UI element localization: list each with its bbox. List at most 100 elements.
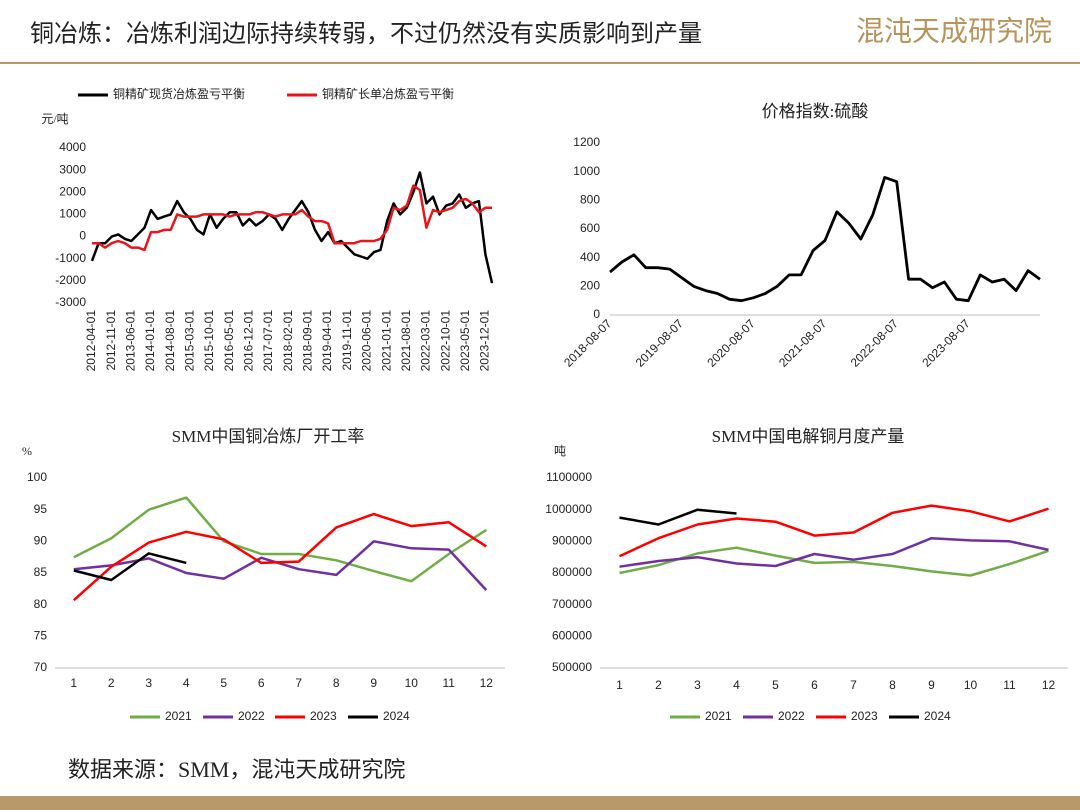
- data-line: [619, 508, 737, 526]
- chart-title: 价格指数:硫酸: [762, 102, 869, 121]
- legend-label: 2023: [310, 709, 337, 723]
- y-tick-label: 95: [34, 502, 48, 516]
- x-tick-label: 2021-08-07: [776, 316, 830, 370]
- y-axis-label: 元/吨: [41, 112, 68, 126]
- x-tick-label: 2: [655, 678, 662, 692]
- chart-title: SMM中国电解铜月度产量: [712, 427, 905, 446]
- x-tick-label: 5: [772, 678, 779, 692]
- x-tick-label: 7: [295, 676, 302, 690]
- x-tick-label: 2012-04-01: [84, 310, 98, 372]
- x-tick-label: 2020-08-07: [704, 316, 758, 370]
- x-tick-label: 2016-05-01: [222, 310, 236, 372]
- x-tick-label: 2020-06-01: [360, 310, 374, 372]
- x-tick-label: 2022-10-01: [438, 310, 452, 372]
- y-tick-label: 0: [593, 307, 600, 321]
- x-tick-label: 2022-08-07: [848, 316, 902, 370]
- x-tick-label: 2016-12-01: [242, 310, 256, 372]
- x-tick-label: 12: [480, 676, 494, 690]
- y-axis-label: 吨: [554, 444, 566, 458]
- y-tick-label: 80: [34, 597, 48, 611]
- legend-label: 铜精矿长单冶炼盈亏平衡: [322, 86, 454, 101]
- x-tick-label: 3: [145, 676, 152, 690]
- y-tick-label: 1200: [573, 135, 600, 149]
- x-tick-label: 2023-12-01: [478, 310, 492, 372]
- data-line: [72, 512, 487, 602]
- legend-label: 2024: [383, 709, 410, 723]
- y-tick-label: 500000: [552, 660, 592, 674]
- legend-label: 2021: [165, 709, 192, 723]
- y-tick-label: 200: [580, 279, 600, 293]
- x-tick-label: 2018-08-07: [561, 316, 615, 370]
- x-tick-label: 7: [850, 678, 857, 692]
- y-tick-label: 1100000: [546, 470, 592, 484]
- x-tick-label: 2015-10-01: [202, 310, 216, 372]
- x-tick-label: 2: [108, 676, 115, 690]
- y-tick-label: 1000000: [545, 502, 592, 516]
- legend-label: 2021: [705, 709, 732, 723]
- x-tick-label: 2018-09-01: [301, 310, 315, 372]
- data-line: [90, 171, 494, 284]
- x-tick-label: 2018-02-01: [281, 310, 295, 372]
- x-tick-label: 8: [889, 678, 896, 692]
- legend-label: 2022: [238, 709, 265, 723]
- y-tick-label: 0: [79, 229, 86, 243]
- y-tick-label: -1000: [55, 251, 86, 265]
- y-tick-label: 75: [34, 629, 48, 643]
- y-axis-label: %: [22, 444, 32, 458]
- y-tick-label: -3000: [55, 295, 86, 309]
- x-tick-label: 2021-01-01: [379, 310, 393, 372]
- logo: 混沌天成研究院: [856, 15, 1052, 47]
- x-tick-label: 8: [333, 676, 340, 690]
- legend-label: 2024: [924, 709, 951, 723]
- y-tick-label: 600000: [552, 629, 592, 643]
- x-tick-label: 2019-08-07: [633, 316, 687, 370]
- x-tick-label: 11: [1003, 678, 1016, 692]
- x-tick-label: 2013-06-01: [124, 310, 138, 372]
- data-line: [618, 504, 1049, 558]
- x-tick-label: 2019-11-01: [340, 310, 354, 371]
- x-tick-label: 2021-08-01: [399, 310, 413, 372]
- x-tick-label: 10: [405, 676, 419, 690]
- x-tick-label: 2023-08-07: [919, 316, 973, 370]
- y-tick-label: 2000: [59, 184, 86, 198]
- y-tick-label: 4000: [59, 140, 86, 154]
- y-tick-label: 85: [34, 565, 48, 579]
- y-tick-label: 600: [580, 221, 600, 235]
- data-line: [73, 496, 487, 583]
- legend-label: 铜精矿现货冶炼盈亏平衡: [113, 86, 245, 101]
- x-tick-label: 3: [694, 678, 701, 692]
- chart-title: SMM中国铜冶炼厂开工率: [172, 427, 365, 446]
- x-tick-label: 6: [811, 678, 818, 692]
- x-tick-label: 6: [258, 676, 265, 690]
- x-tick-label: 4: [183, 676, 190, 690]
- slide-title: 铜冶炼：冶炼利润边际持续转弱，不过仍然没有实质影响到产量: [30, 21, 702, 48]
- x-tick-label: 2019-04-01: [320, 310, 334, 372]
- data-line: [73, 540, 488, 591]
- x-tick-label: 11: [443, 676, 456, 690]
- data-line: [92, 184, 492, 252]
- y-tick-label: 70: [34, 660, 48, 674]
- y-tick-label: 900000: [552, 534, 592, 548]
- x-tick-label: 9: [928, 678, 935, 692]
- data-line: [619, 536, 1049, 568]
- x-tick-label: 10: [964, 678, 978, 692]
- legend-label: 2023: [851, 709, 878, 723]
- legend-label: 2022: [778, 709, 805, 723]
- x-tick-label: 2014-01-01: [143, 310, 157, 372]
- x-tick-label: 1: [70, 676, 77, 690]
- x-tick-label: 2023-05-01: [458, 310, 472, 372]
- y-tick-label: 700000: [552, 597, 592, 611]
- y-tick-label: -2000: [55, 273, 86, 287]
- x-tick-label: 2015-03-01: [183, 310, 197, 372]
- data-line: [609, 176, 1041, 303]
- x-tick-label: 2012-11-01: [104, 310, 118, 371]
- x-tick-label: 12: [1042, 678, 1056, 692]
- y-tick-label: 3000: [59, 162, 86, 176]
- y-tick-label: 800: [580, 193, 600, 207]
- data-line: [619, 546, 1049, 577]
- data-line: [73, 552, 187, 582]
- y-tick-label: 90: [34, 534, 48, 548]
- y-tick-label: 400: [580, 250, 600, 264]
- y-tick-label: 100: [27, 470, 47, 484]
- x-tick-label: 2014-08-01: [163, 310, 177, 372]
